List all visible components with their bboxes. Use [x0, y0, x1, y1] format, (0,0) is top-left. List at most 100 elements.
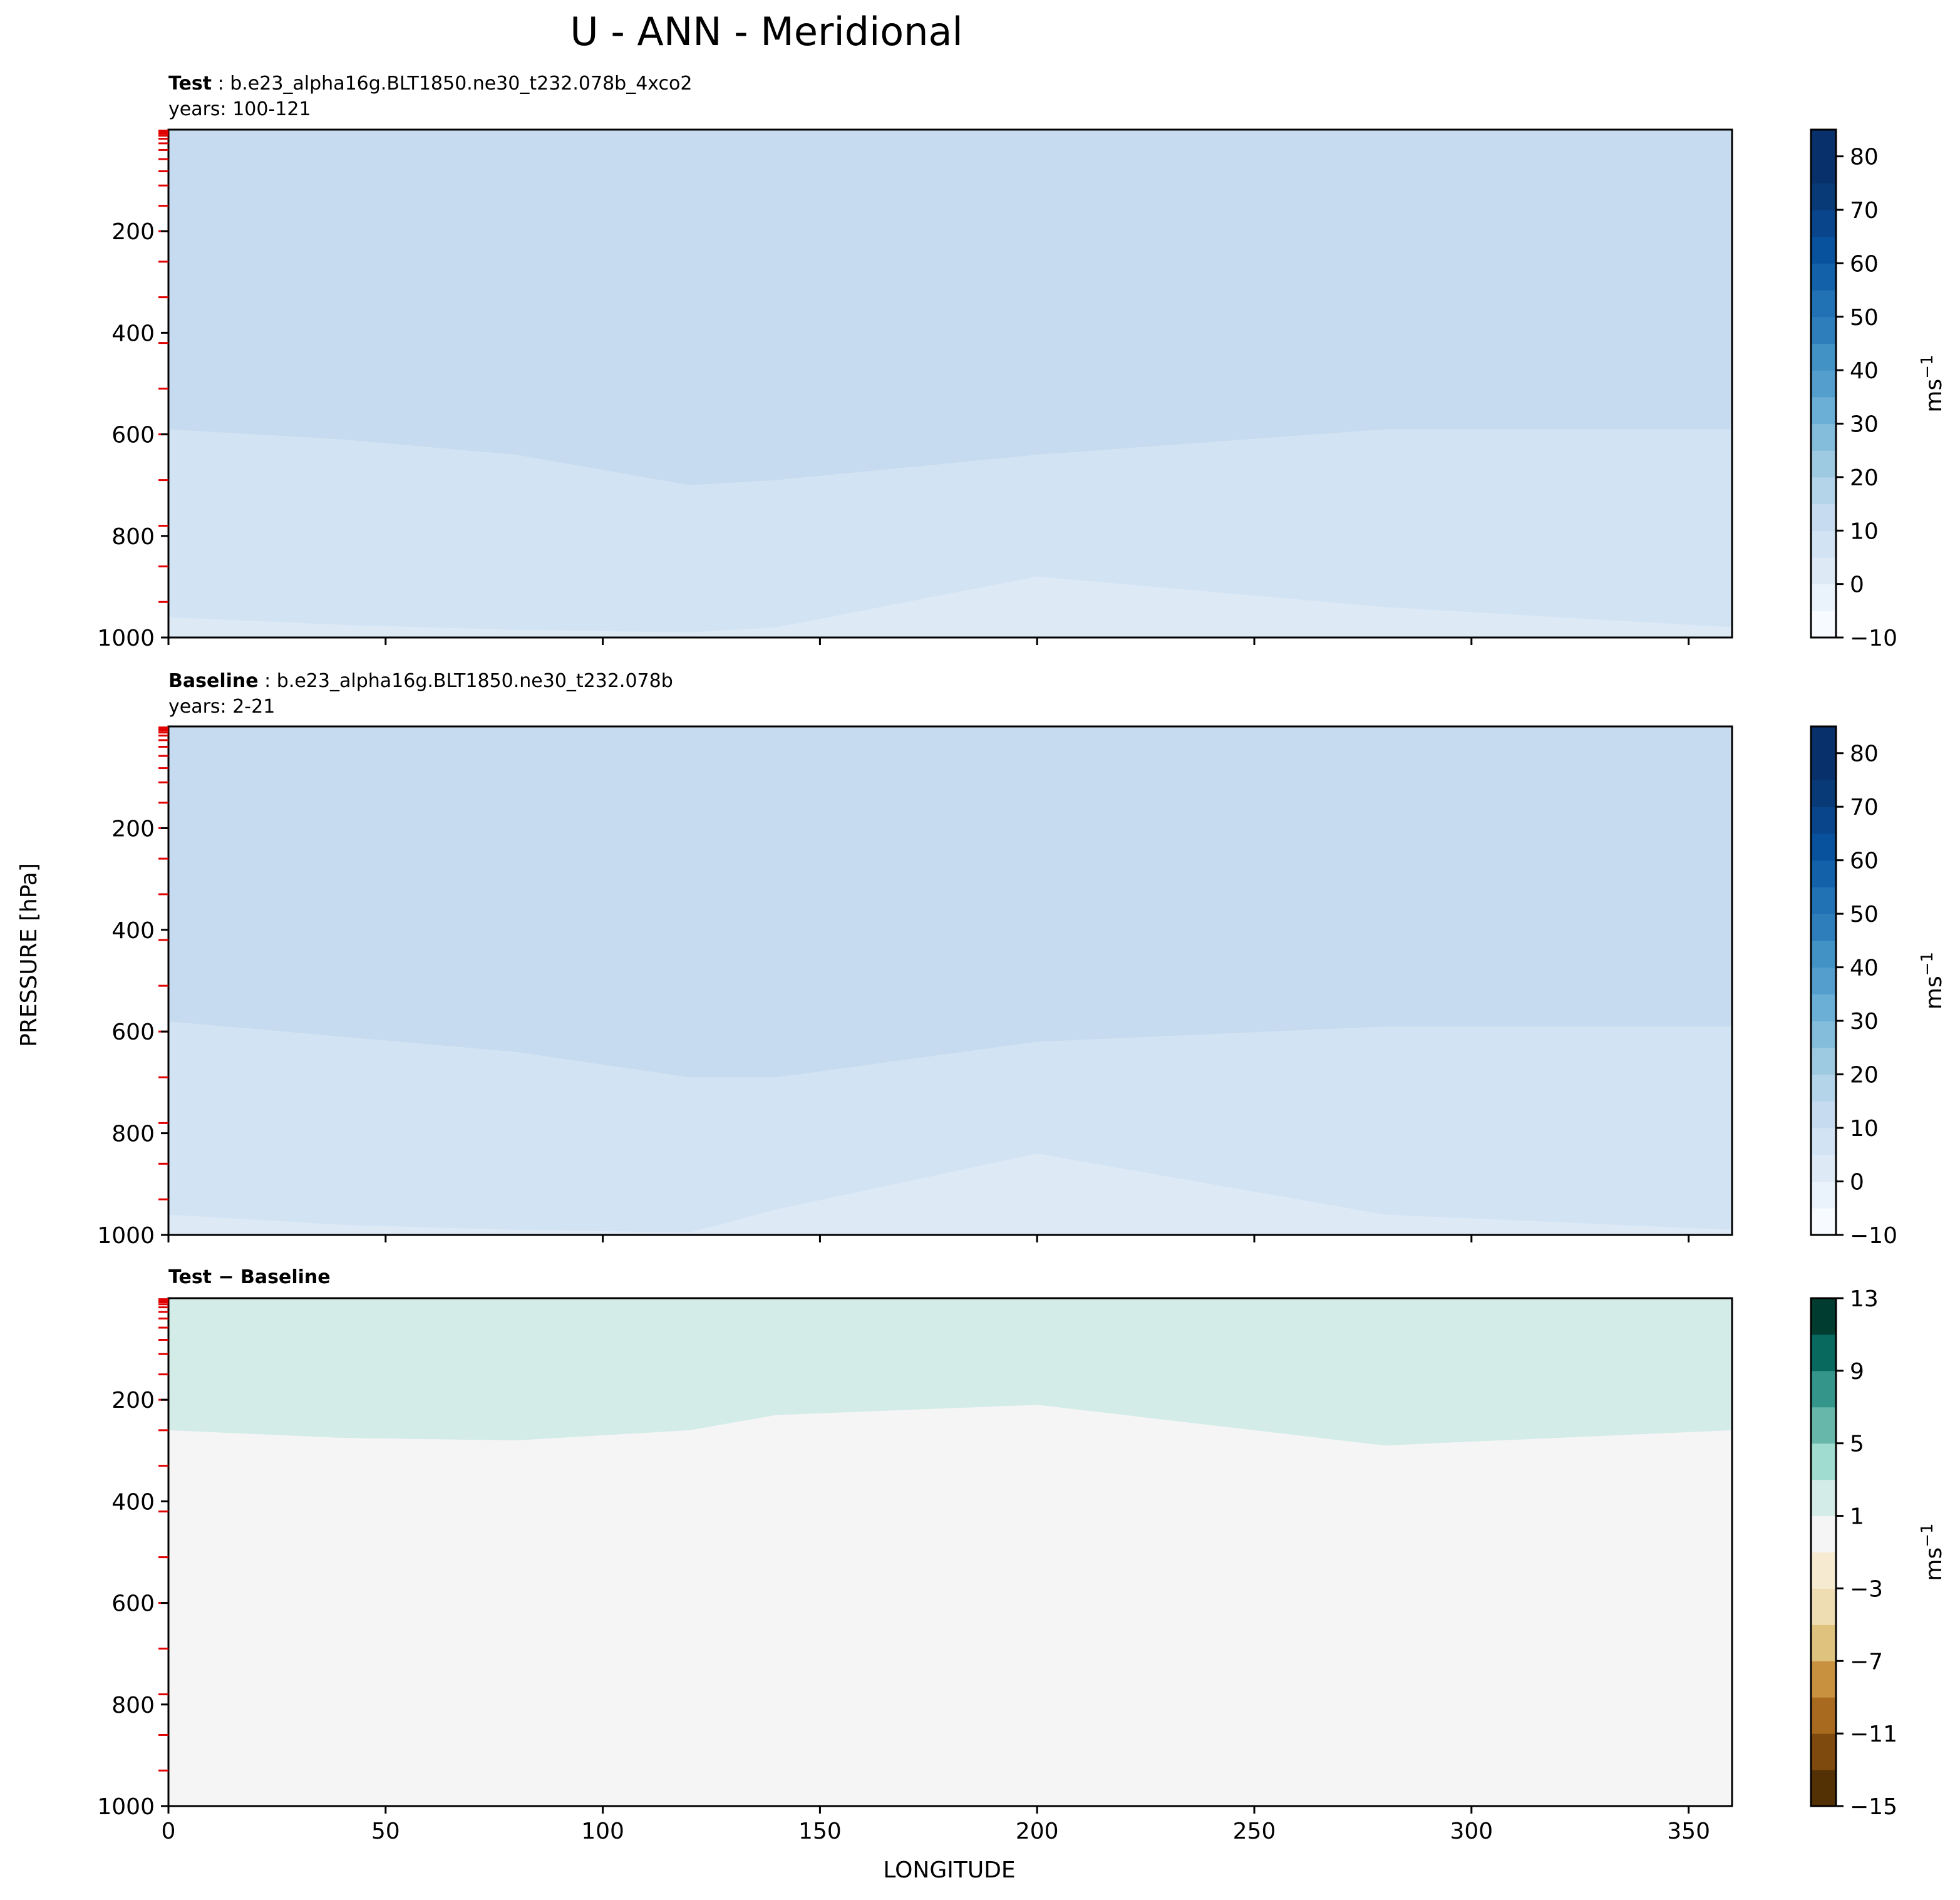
colorbar-swatch — [1811, 1770, 1836, 1807]
colorbar-swatch — [1811, 967, 1836, 994]
colorbar-swatch — [1811, 914, 1836, 941]
colorbar-swatch — [1811, 807, 1836, 834]
colorbar-tick-label: 30 — [1850, 1009, 1879, 1035]
y-tick-label: 600 — [111, 1020, 155, 1045]
colorbar-tick-label: 9 — [1850, 1359, 1864, 1385]
x-tick-label: 0 — [162, 1819, 176, 1844]
colorbar-swatch — [1811, 210, 1836, 237]
colorbar-swatch — [1811, 477, 1836, 505]
y-tick-label: 1000 — [97, 1223, 155, 1249]
colorbar-tick-label: 0 — [1850, 1170, 1864, 1195]
colorbar-swatch — [1811, 726, 1836, 754]
y-tick-label: 600 — [111, 1591, 155, 1617]
colorbar-swatch — [1811, 423, 1836, 451]
panel-label-difference: Test − Baseline — [168, 1266, 331, 1288]
panels: Test : b.e23_alpha16g.BLT1850.ne30_t232.… — [97, 73, 1947, 1844]
x-tick-label: 250 — [1233, 1819, 1276, 1844]
colorbar-swatch — [1811, 1479, 1836, 1517]
y-tick-label: 400 — [111, 321, 155, 346]
colorbar-swatch — [1811, 753, 1836, 780]
y-tick-label: 800 — [111, 1122, 155, 1147]
y-tick-label: 600 — [111, 423, 155, 448]
colorbar-tick-label: 10 — [1850, 1116, 1879, 1142]
y-tick-label: 400 — [111, 918, 155, 944]
colorbar-swatch — [1811, 780, 1836, 807]
colorbar-tick-label: 10 — [1850, 519, 1879, 544]
colorbar-unit-base: ms — [1921, 379, 1947, 413]
x-tick-label: 50 — [371, 1819, 400, 1844]
colorbar-tick-label: 60 — [1850, 251, 1879, 277]
colorbar-swatch — [1811, 1661, 1836, 1698]
colorbar-tick-label: −3 — [1850, 1576, 1883, 1602]
colorbar-swatch — [1811, 450, 1836, 478]
colorbar-tick-label: 50 — [1850, 902, 1879, 927]
colorbar-swatch — [1811, 994, 1836, 1021]
colorbar-tick-label: 13 — [1850, 1286, 1879, 1312]
colorbar-unit-base: ms — [1921, 1547, 1947, 1581]
colorbar-swatch — [1811, 1733, 1836, 1770]
colorbar-unit-exponent: −1 — [1918, 354, 1937, 378]
colorbar-swatch — [1811, 1407, 1836, 1444]
colorbar-swatch — [1811, 1128, 1836, 1155]
y-tick-label: 200 — [111, 816, 155, 842]
surface-band — [168, 576, 1732, 638]
colorbar-tick-label: 80 — [1850, 145, 1879, 170]
colorbar-swatch — [1811, 940, 1836, 968]
colorbar-swatch — [1811, 1552, 1836, 1589]
contour-band — [168, 726, 1732, 1078]
colorbar-swatch — [1811, 860, 1836, 887]
colorbar-tick-label: 40 — [1850, 358, 1879, 384]
colorbar-swatch — [1811, 236, 1836, 264]
panel-label-bold: Test − Baseline — [168, 1266, 331, 1288]
colorbar-tick-label: 0 — [1850, 572, 1864, 598]
plot-frame — [167, 725, 1733, 1236]
colorbar-swatch — [1811, 1181, 1836, 1209]
x-tick-label: 150 — [798, 1819, 842, 1844]
plot-frame — [167, 128, 1733, 639]
colorbar-tick-label: 1 — [1850, 1504, 1864, 1530]
colorbar-swatch — [1811, 1624, 1836, 1661]
surface-band — [168, 1154, 1732, 1235]
colorbar-swatch — [1811, 263, 1836, 291]
colorbar-unit-base: ms — [1921, 976, 1947, 1009]
panel-years-test: years: 100-121 — [168, 98, 311, 120]
colorbar-tick-label: −10 — [1850, 1223, 1897, 1249]
colorbar-tick-label: 20 — [1850, 465, 1879, 491]
x-tick-label: 100 — [581, 1819, 624, 1844]
colorbar-swatch — [1811, 1370, 1836, 1408]
colorbar-swatch — [1811, 584, 1836, 611]
y-tick-label: 800 — [111, 524, 155, 550]
colorbar-swatch — [1811, 1334, 1836, 1371]
contour-band — [168, 1298, 1732, 1446]
colorbar-frame — [1810, 1297, 1837, 1807]
panel-label-baseline: Baseline : b.e23_alpha16g.BLT1850.ne30_t… — [168, 670, 673, 692]
panel-years-baseline: years: 2-21 — [168, 696, 275, 718]
y-tick-label: 1000 — [97, 626, 155, 651]
colorbar-swatch — [1811, 1101, 1836, 1128]
y-tick-label: 200 — [111, 219, 155, 245]
panel-label-case: : b.e23_alpha16g.BLT1850.ne30_t232.078b — [259, 670, 673, 692]
colorbar-swatch — [1811, 1298, 1836, 1335]
colorbar-swatch — [1811, 1154, 1836, 1182]
colorbar-tick-label: 70 — [1850, 795, 1879, 820]
panel-test: Test : b.e23_alpha16g.BLT1850.ne30_t232.… — [97, 73, 1947, 651]
colorbar-swatch — [1811, 183, 1836, 210]
x-axis-label: LONGITUDE — [883, 1857, 1015, 1883]
colorbar-tick-label: 40 — [1850, 956, 1879, 981]
x-tick-label: 300 — [1450, 1819, 1493, 1844]
y-tick-label: 400 — [111, 1489, 155, 1515]
colorbar-tick-label: −15 — [1850, 1794, 1897, 1820]
y-tick-label: 1000 — [97, 1794, 155, 1820]
colorbar-swatch — [1811, 1021, 1836, 1048]
colorbar-unit-label: ms−1 — [1918, 1523, 1947, 1581]
colorbar-swatch — [1811, 1697, 1836, 1734]
x-tick-label: 350 — [1667, 1819, 1710, 1844]
colorbar-unit-label: ms−1 — [1918, 354, 1947, 412]
y-tick-label: 800 — [111, 1693, 155, 1718]
colorbar-swatch — [1811, 530, 1836, 558]
colorbar-swatch — [1811, 611, 1836, 638]
colorbar-swatch — [1811, 130, 1836, 157]
colorbar-swatch — [1811, 343, 1836, 371]
colorbar-tick-label: 5 — [1850, 1432, 1864, 1457]
